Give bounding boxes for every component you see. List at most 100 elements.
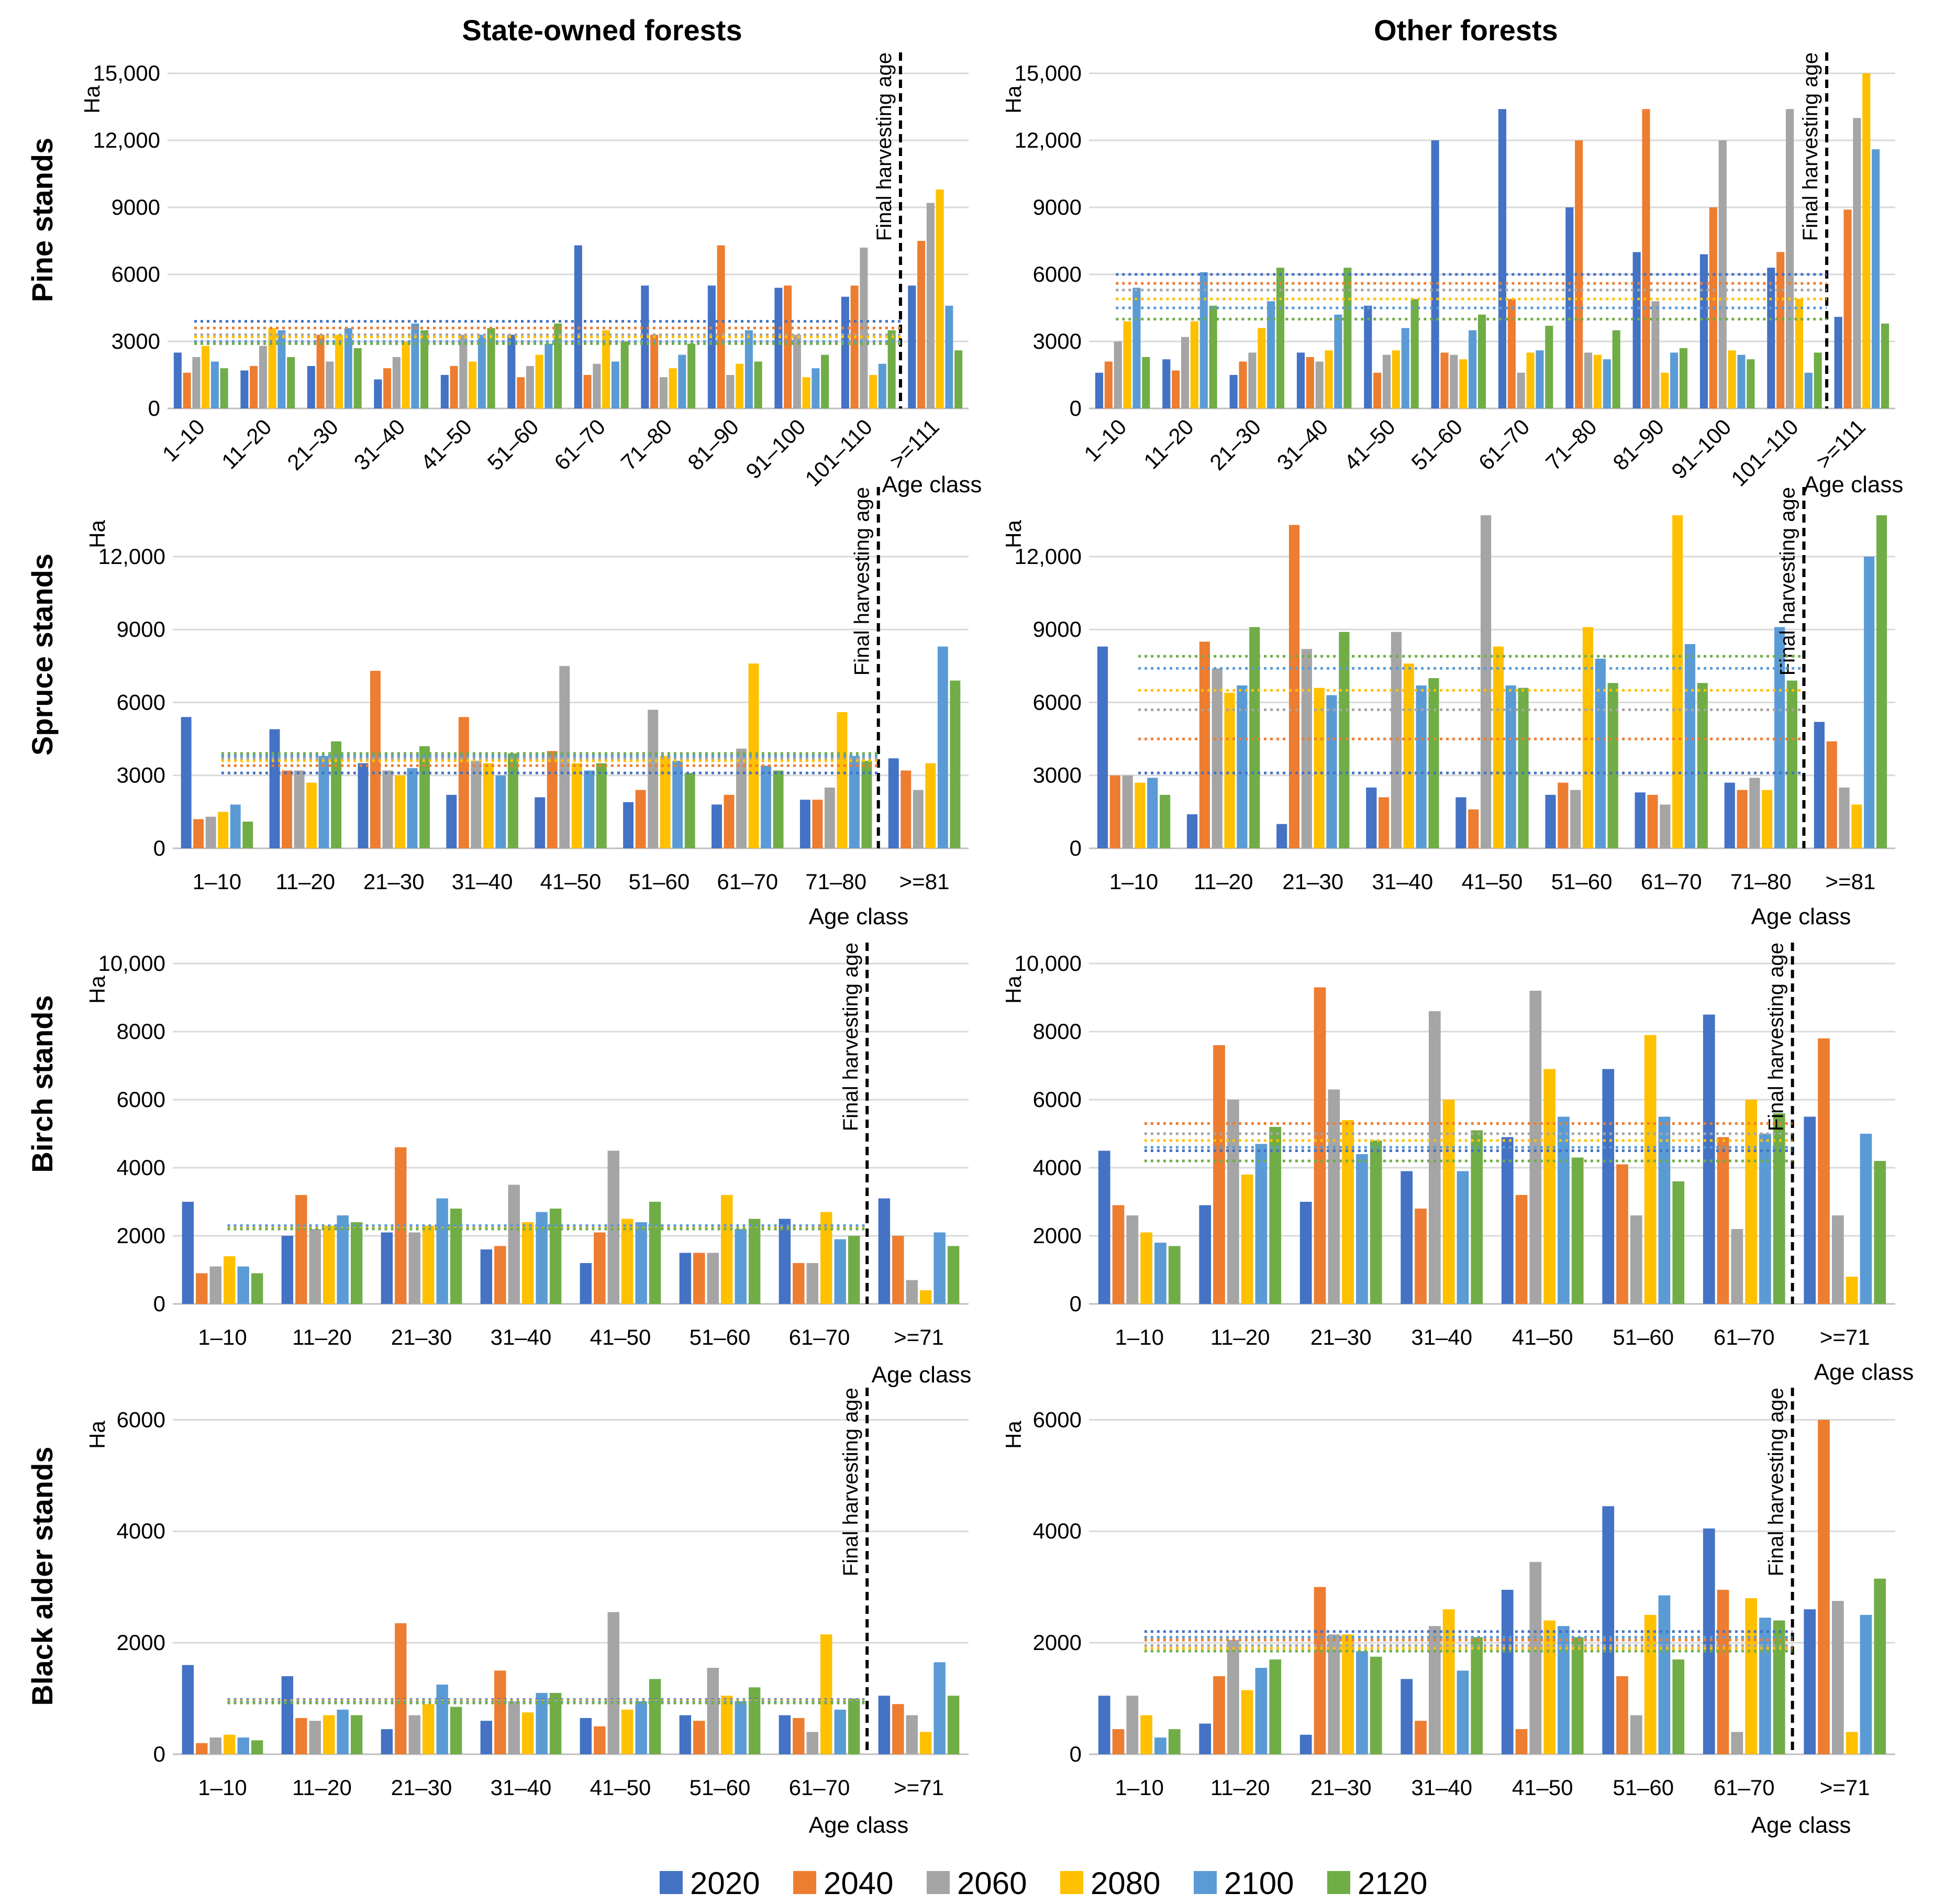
column-title-other: Other forests xyxy=(1374,14,1558,47)
bar-2060-7 xyxy=(906,1280,918,1304)
bar-2040-11 xyxy=(1843,209,1852,408)
bar-2060-11 xyxy=(926,203,935,408)
bar-2060-1 xyxy=(309,1721,321,1754)
bar-2120-8 xyxy=(1679,348,1688,408)
bar-2020-8 xyxy=(707,285,716,408)
bar-2040-3 xyxy=(458,717,469,848)
bar-2020-9 xyxy=(774,287,783,408)
x-tick-label: 21–30 xyxy=(363,869,425,894)
bar-2120-4 xyxy=(487,328,495,408)
bar-2040-6 xyxy=(793,1718,805,1754)
column-title-state: State-owned forests xyxy=(462,14,742,47)
bar-2020-10 xyxy=(1767,268,1775,408)
bar-2120-6 xyxy=(1773,1620,1785,1754)
y-axis-label: Ha xyxy=(1001,520,1026,548)
bar-2040-2 xyxy=(395,1147,407,1304)
bar-2040-1 xyxy=(295,1718,307,1754)
bar-2100-5 xyxy=(672,760,683,848)
bar-2060-1 xyxy=(1212,668,1222,848)
bar-2120-6 xyxy=(620,341,629,408)
bar-2060-11 xyxy=(1853,118,1861,409)
bar-2060-4 xyxy=(1480,515,1492,848)
bar-2120-1 xyxy=(1209,305,1217,408)
bar-2040-7 xyxy=(812,800,823,848)
final-harvest-label: Final harvesting age xyxy=(839,943,862,1131)
bar-2120-0 xyxy=(242,821,253,848)
x-axis-label: Age class xyxy=(1751,1812,1851,1838)
y-tick-label: 6000 xyxy=(112,262,160,286)
bar-2020-6 xyxy=(1703,1528,1715,1754)
bar-2080-3 xyxy=(402,341,410,408)
x-tick-label: 41–50 xyxy=(540,869,602,894)
bar-2020-2 xyxy=(1229,375,1238,408)
bar-2060-3 xyxy=(1428,1626,1441,1754)
bar-2120-3 xyxy=(1471,1637,1483,1754)
y-tick-label: 2000 xyxy=(1033,1630,1082,1655)
bar-2060-7 xyxy=(1584,352,1593,408)
x-tick-label: >=71 xyxy=(1820,1775,1870,1800)
bar-2120-4 xyxy=(649,1679,661,1754)
bar-2020-5 xyxy=(1431,140,1439,408)
bar-2080-2 xyxy=(1314,688,1325,848)
bar-2100-0 xyxy=(230,804,241,848)
bar-2060-4 xyxy=(559,666,570,848)
bar-2100-3 xyxy=(536,1212,548,1304)
y-tick-label: 12,000 xyxy=(1015,544,1082,569)
bar-2060-6 xyxy=(736,748,747,848)
bar-2100-11 xyxy=(1872,149,1880,408)
bar-2040-6 xyxy=(1507,298,1516,408)
bar-2020-0 xyxy=(1098,1696,1110,1754)
bar-2080-4 xyxy=(469,361,477,408)
bar-2020-10 xyxy=(841,296,849,408)
bar-2100-3 xyxy=(1457,1670,1469,1754)
bar-2060-2 xyxy=(1301,649,1312,848)
bar-2060-0 xyxy=(1126,1215,1139,1304)
bar-2100-8 xyxy=(1864,556,1875,848)
bar-2100-1 xyxy=(337,1709,349,1754)
bar-2020-5 xyxy=(1602,1069,1615,1304)
bar-2080-3 xyxy=(1442,1609,1455,1754)
bar-2080-8 xyxy=(925,763,936,848)
bar-2100-1 xyxy=(277,330,286,408)
bar-2080-2 xyxy=(1258,328,1266,408)
bar-2060-5 xyxy=(648,710,659,848)
bar-2020-0 xyxy=(1098,1150,1110,1304)
bar-2060-6 xyxy=(806,1263,818,1304)
y-axis-label: Ha xyxy=(85,976,109,1004)
x-tick-label: 1–10 xyxy=(1115,1325,1164,1349)
bar-2120-8 xyxy=(1876,515,1887,848)
bar-2100-11 xyxy=(945,305,953,408)
bar-2020-3 xyxy=(480,1249,493,1304)
bar-2060-5 xyxy=(707,1253,719,1304)
bar-2100-5 xyxy=(735,1229,747,1304)
bar-2040-7 xyxy=(892,1236,904,1304)
bar-2040-8 xyxy=(717,245,725,408)
bar-2040-5 xyxy=(1440,352,1449,408)
bar-2060-0 xyxy=(209,1737,221,1754)
bar-2080-6 xyxy=(1672,515,1683,848)
bar-2060-4 xyxy=(607,1150,619,1304)
y-tick-label: 10,000 xyxy=(1015,951,1082,976)
bar-2040-0 xyxy=(1109,775,1120,848)
bar-2060-6 xyxy=(593,363,601,408)
bar-2080-8 xyxy=(1851,804,1862,848)
bar-2080-4 xyxy=(621,1219,633,1304)
bar-2120-6 xyxy=(1545,326,1553,408)
bar-2040-1 xyxy=(1199,641,1210,848)
y-tick-label: 2000 xyxy=(117,1630,165,1655)
x-axis-label: Age class xyxy=(1804,472,1904,497)
x-tick-label: 1–10 xyxy=(198,1325,247,1349)
bar-2080-0 xyxy=(1140,1715,1153,1754)
bar-2020-3 xyxy=(446,794,457,848)
row-title-black-alder: Black alder stands xyxy=(26,1447,59,1706)
y-tick-label: 2000 xyxy=(1033,1223,1082,1248)
bar-2020-11 xyxy=(1834,317,1842,408)
bar-2060-0 xyxy=(1126,1696,1139,1754)
bar-2120-2 xyxy=(450,1707,462,1754)
bar-2020-8 xyxy=(1814,722,1825,848)
legend-label-2100: 2100 xyxy=(1224,1866,1294,1901)
bar-2080-1 xyxy=(323,1225,335,1304)
bar-2100-9 xyxy=(812,368,820,408)
bar-2060-6 xyxy=(1731,1732,1743,1754)
y-tick-label: 6000 xyxy=(1033,262,1082,286)
